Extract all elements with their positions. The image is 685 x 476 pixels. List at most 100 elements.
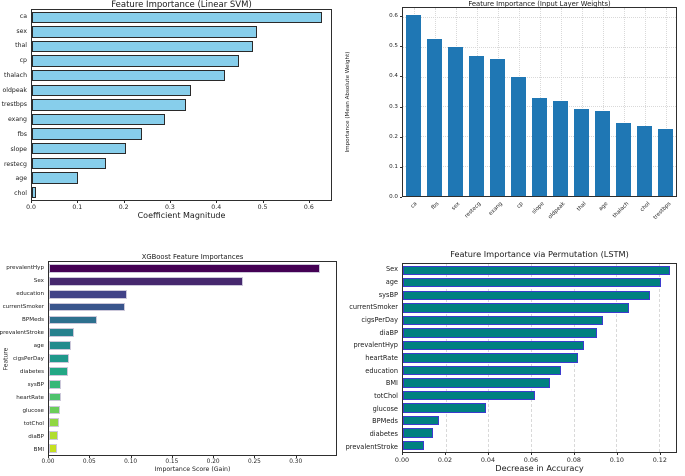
y-tick-label: totChol (23, 420, 44, 427)
x-tick-label: 0.4 (211, 204, 222, 211)
y-tick-label: sysBP (378, 290, 398, 299)
x-tick-mark (616, 453, 618, 455)
y-row: heartRate (342, 352, 398, 365)
y-tick-label: ca (19, 12, 27, 20)
y-row: diaBP (0, 430, 44, 443)
x-tick-label: 0.10 (609, 456, 624, 464)
bar-row (403, 402, 676, 415)
bar-glucose (403, 403, 487, 413)
bar-row (403, 427, 676, 440)
y-tick-label: 0.1 (389, 163, 398, 170)
y-tick-label: prevalentStroke (345, 442, 398, 451)
y-tick-label: 0.3 (389, 103, 398, 110)
bar-row (403, 352, 676, 365)
y-row: age (0, 171, 27, 186)
x-tick-label: 0.04 (480, 456, 496, 464)
y-tick-label: education (365, 366, 398, 375)
y-tick-label: restecg (3, 160, 27, 168)
x-tick-mark (31, 201, 32, 203)
y-axis-title: Feature (2, 347, 10, 370)
x-tick-label: 0.10 (124, 459, 138, 465)
bar-age (403, 278, 662, 288)
y-tick-label: age (385, 278, 398, 286)
bar-trestbps (657, 128, 674, 196)
y-row: sysBP (0, 378, 44, 391)
y-axis-labels: prevalentHyp Sex education currentSmoker BPM… (0, 261, 44, 456)
bar-slot (634, 8, 655, 196)
x-tick-label: 0.12 (652, 456, 667, 464)
y-row: age (0, 339, 44, 352)
bar-row (403, 389, 676, 402)
y-tick-label: prevalentStroke (0, 329, 44, 336)
x-tick-mark (308, 201, 310, 203)
y-tick-mark (400, 106, 402, 108)
bar-row (49, 262, 336, 275)
x-tick-mark (295, 456, 297, 458)
bar-row (403, 339, 676, 352)
x-tick-label: sex (450, 201, 462, 212)
bar-slot (487, 8, 508, 196)
bar-row (32, 171, 331, 186)
bar-row (32, 39, 331, 54)
bar-exang (32, 113, 166, 126)
bar-sysBP (49, 379, 62, 389)
bar-restecg (468, 55, 485, 196)
x-tick-mark (573, 453, 575, 455)
y-row: age (342, 276, 398, 289)
plot-area (31, 9, 332, 201)
bar-prevalentStroke (403, 441, 425, 451)
y-row: glucose (342, 402, 398, 415)
x-tick-label: 0.15 (165, 459, 179, 465)
x-tick-label: slope (531, 201, 546, 216)
bar-row (32, 10, 331, 25)
y-tick-label: heartRate (365, 354, 398, 363)
chart-title: Feature Importance via Permutation (LSTM… (450, 249, 629, 259)
bar-row (403, 439, 676, 452)
x-tick-label: 0.2 (118, 204, 129, 211)
y-tick-label: BPMeds (372, 417, 398, 426)
x-axis-title: Decrease in Accuracy (495, 463, 584, 473)
bar-slot (592, 8, 613, 196)
y-tick-label: totChol (374, 392, 398, 401)
x-tick-mark (213, 456, 215, 458)
y-row: ca (0, 9, 27, 24)
x-tick-label: oldpeak (547, 201, 567, 221)
y-tick-label: sysBP (27, 381, 44, 388)
bar-heartRate (403, 353, 578, 363)
x-tick-label: 0.30 (289, 459, 303, 465)
bar-slope (32, 143, 127, 155)
chart-input-layer-weights: Feature Importance (Input Layer Weights)… (342, 0, 685, 238)
bar-row (49, 391, 336, 404)
y-axis-title: Importance (Mean Absolute Weight) (345, 51, 351, 153)
y-row: restecg (0, 157, 27, 172)
bar-chol (32, 186, 36, 199)
bar-row (403, 277, 676, 290)
x-tick-mark (48, 456, 49, 458)
y-row: diaBP (342, 326, 398, 339)
bar-sex (447, 46, 464, 196)
x-tick-label: cp (515, 201, 525, 210)
x-tick-label: exang (487, 201, 504, 217)
x-tick-mark (262, 201, 264, 203)
y-tick-label: prevalentHyp (6, 264, 44, 271)
bar-Sex (403, 265, 670, 275)
bar-row (49, 288, 336, 301)
bar-slot (571, 8, 592, 196)
bars (49, 262, 336, 455)
bar-slot (445, 8, 466, 196)
bar-currentSmoker (49, 302, 126, 312)
bar-row (49, 378, 336, 391)
x-tick-mark (123, 201, 125, 203)
bar-row (403, 414, 676, 427)
x-tick-label: 0.3 (165, 204, 175, 211)
bar-diabetes (403, 428, 433, 438)
bar-slot (655, 8, 676, 196)
x-tick-mark (89, 456, 91, 458)
y-tick-label: diabetes (369, 430, 398, 439)
y-tick-label: sex (16, 27, 27, 35)
y-row: diabetes (0, 365, 44, 378)
bar-exang (489, 58, 506, 196)
bar-cp (510, 76, 527, 196)
chart-title: Feature Importance (Linear SVM) (111, 0, 252, 10)
bar-cigsPerDay (403, 315, 604, 326)
